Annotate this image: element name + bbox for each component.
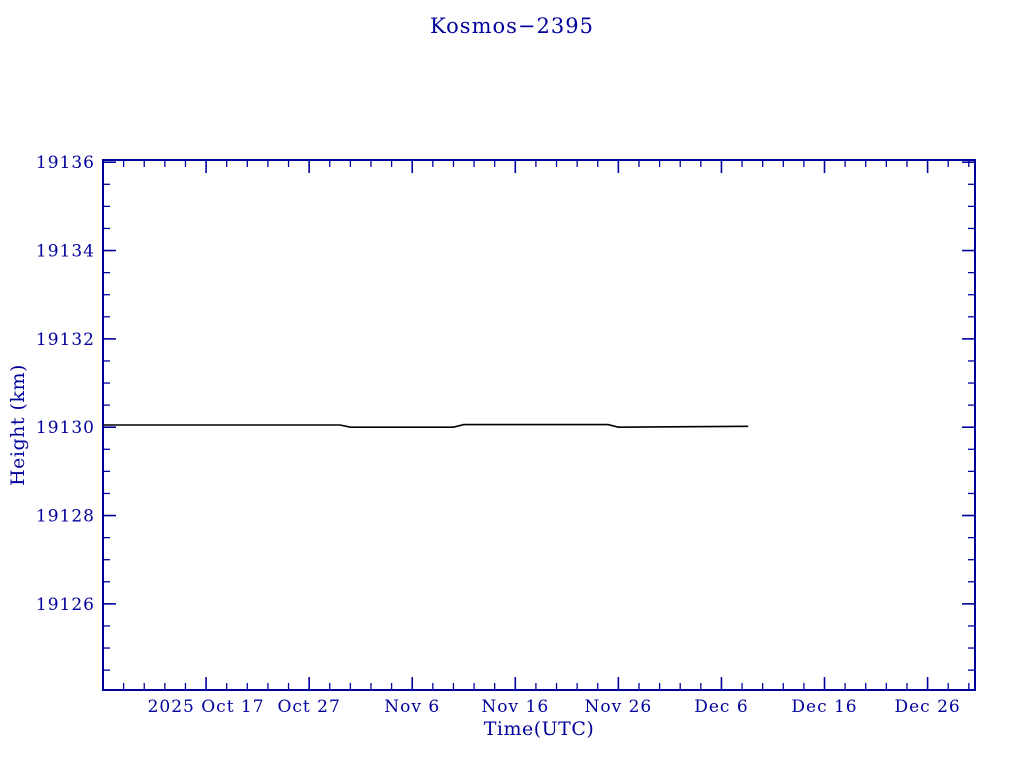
y-tick-label: 19136 (36, 153, 95, 173)
y-axis-label: Height (km) (7, 364, 29, 486)
chart-title: Kosmos−2395 (430, 14, 594, 38)
x-tick-label: Nov 6 (384, 697, 440, 717)
y-tick-label: 19134 (36, 242, 95, 262)
height-series-line (103, 423, 749, 429)
x-tick-label: Nov 26 (584, 697, 652, 717)
x-tick-label: 2025 Oct 17 (148, 697, 265, 717)
y-tick-label: 19126 (36, 595, 95, 615)
y-tick-label: 19130 (36, 418, 95, 438)
x-tick-label: Dec 26 (894, 697, 960, 717)
x-tick-label: Nov 16 (481, 697, 549, 717)
x-tick-label: Dec 6 (694, 697, 748, 717)
y-tick-label: 19128 (36, 507, 95, 527)
x-tick-label: Oct 27 (277, 697, 340, 717)
y-tick-label: 19132 (36, 330, 95, 350)
x-axis-label: Time(UTC) (483, 718, 595, 740)
x-tick-label: Dec 16 (791, 697, 857, 717)
